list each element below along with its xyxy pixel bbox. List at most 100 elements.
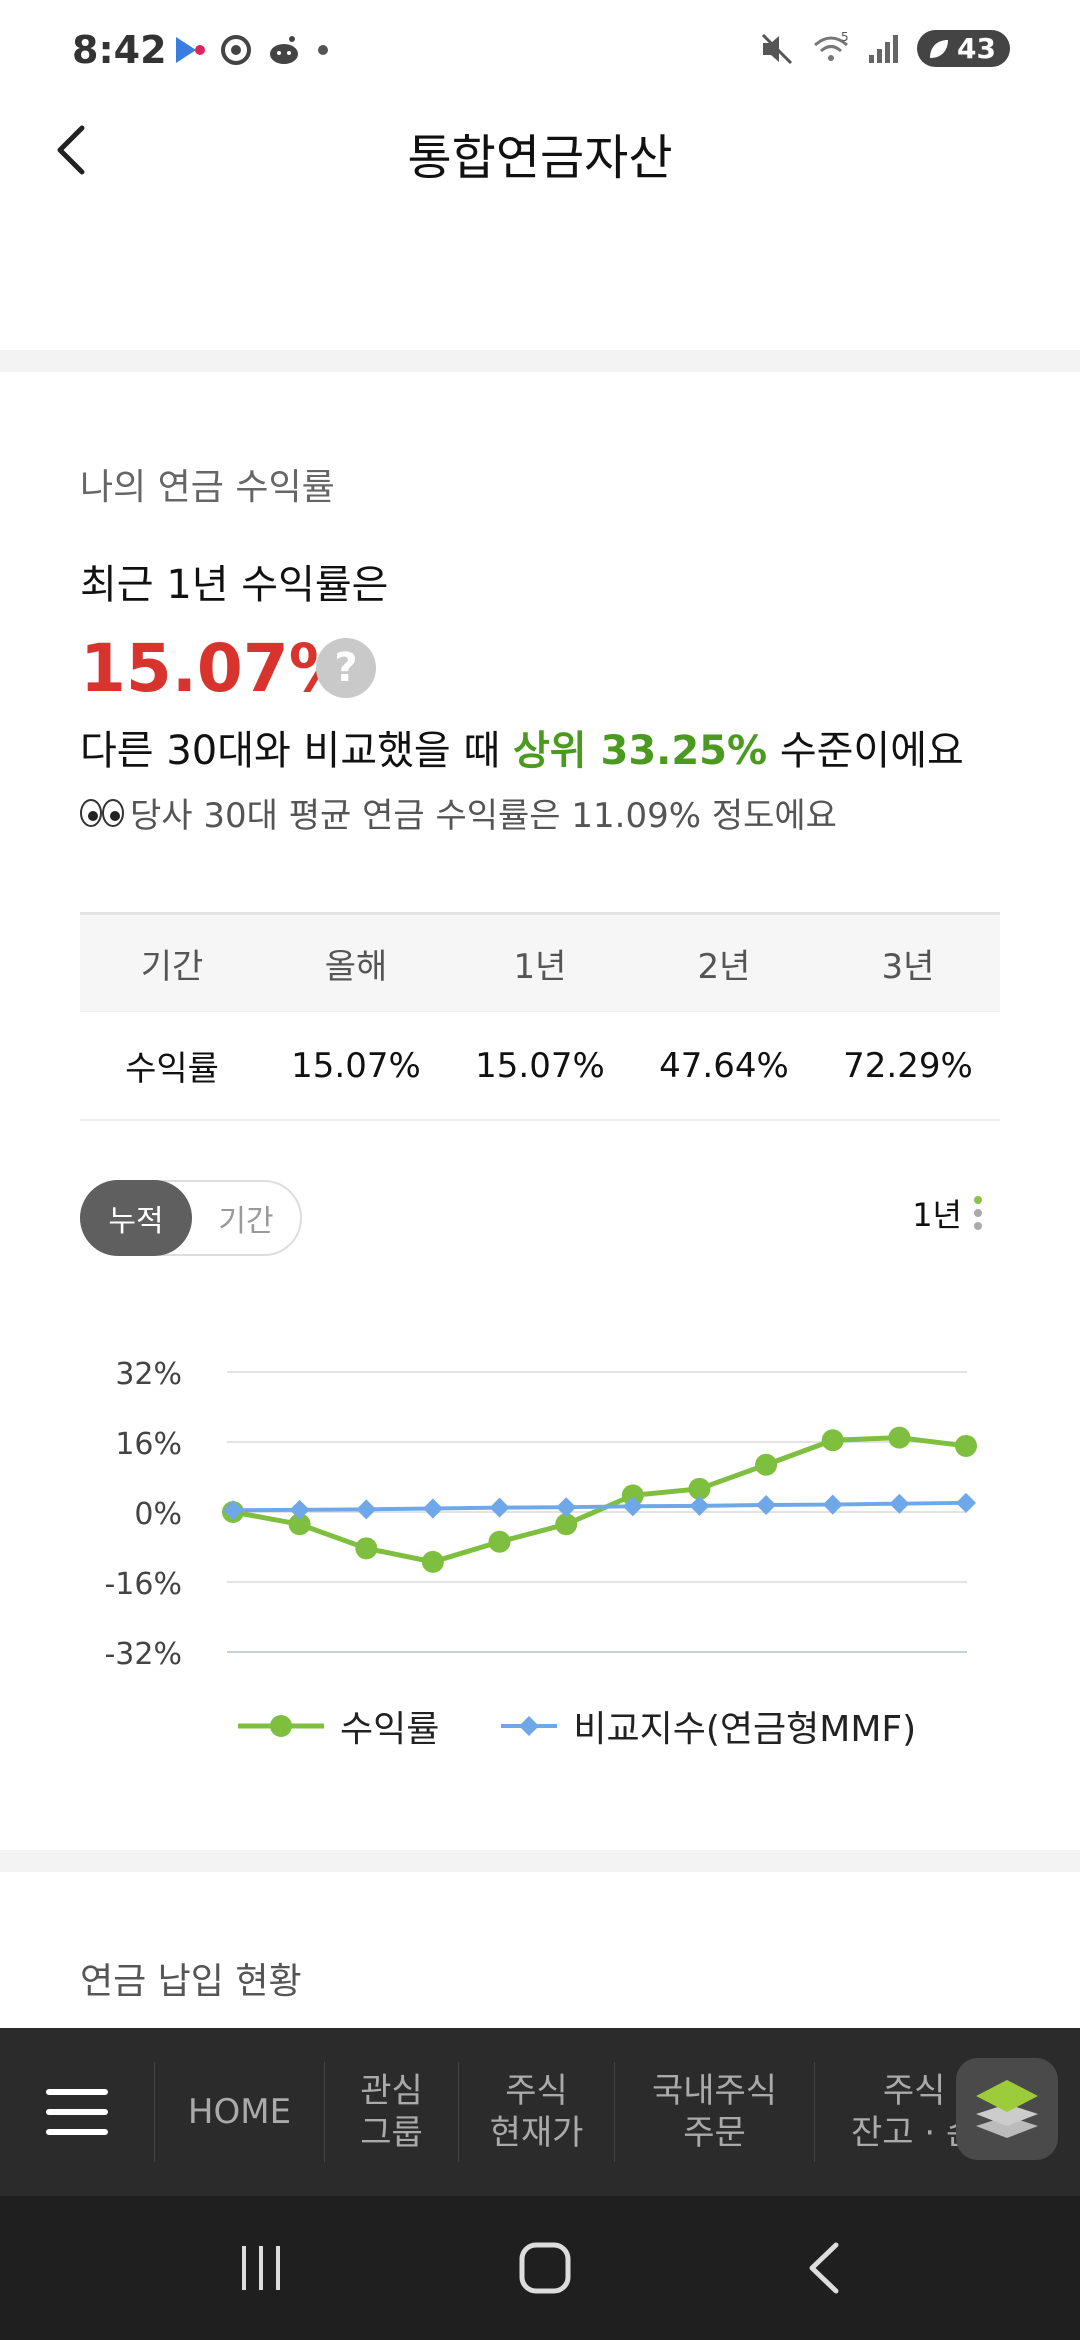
data-point (489, 1497, 510, 1518)
period-select-value: 1년 (912, 1196, 962, 1234)
app-header: 통합연금자산 (0, 100, 1080, 200)
battery-level: 43 (957, 32, 996, 65)
help-icon[interactable]: ? (316, 638, 376, 698)
system-status-icons: 5 43 (759, 30, 1010, 67)
app-bottom-nav: HOME 관심 그룹 주식 현재가 국내주식 주문 주식 잔고 · 손 (0, 2028, 1080, 2196)
data-point (955, 1434, 977, 1457)
data-point (889, 1493, 910, 1514)
data-point (888, 1426, 911, 1449)
notification-icons (172, 34, 330, 66)
nav-item-watchlist[interactable]: 관심 그룹 (324, 2062, 458, 2162)
clipped-content-row (0, 200, 1080, 224)
table-header-cell: 3년 (881, 946, 935, 987)
y-tick-label: -16% (104, 1567, 182, 1602)
cumulative-period-toggle: 누적 기간 (80, 1180, 302, 1256)
status-bar: 8:42 5 43 (0, 0, 1080, 100)
system-nav-bar (0, 2196, 1080, 2340)
y-tick-label: 0% (134, 1497, 182, 1532)
more-vertical-icon (974, 1196, 982, 1230)
data-point (555, 1513, 578, 1536)
data-point (422, 1498, 443, 1519)
data-point (289, 1499, 310, 1520)
home-icon[interactable] (518, 2241, 572, 2295)
data-point (755, 1453, 778, 1476)
y-tick-label: -32% (104, 1637, 182, 1672)
legend-item-benchmark: 비교지수(연금형MMF) (499, 1700, 916, 1752)
table-cell: 72.29% (843, 1045, 973, 1086)
section-label-contributions: 연금 납입 현황 (80, 1961, 302, 2002)
table-cell: 15.07% (475, 1045, 605, 1086)
recent-apps-icon[interactable] (236, 2243, 286, 2293)
data-point (689, 1495, 710, 1516)
data-point (288, 1513, 311, 1536)
status-time: 8:42 (72, 28, 167, 72)
data-point (622, 1496, 643, 1517)
play-icon (176, 37, 205, 63)
data-point (223, 1500, 243, 1521)
one-year-rate: 15.07% (80, 630, 355, 707)
data-point (688, 1477, 711, 1500)
section-divider (0, 1850, 1080, 1872)
returns-table: 기간 올해 1년 2년 3년 수익률 15.07% 15.07% 47.64% … (80, 912, 1000, 1121)
table-row-label: 수익률 (125, 1049, 219, 1089)
nav-item-domestic-order[interactable]: 국내주식 주문 (614, 2062, 814, 2162)
signal-icon (869, 34, 899, 63)
mute-icon (761, 33, 793, 64)
data-point (756, 1495, 777, 1515)
series-line (232, 1435, 967, 1565)
svg-text:5: 5 (841, 31, 849, 44)
data-point (821, 1429, 844, 1452)
chevron-left-icon (57, 125, 85, 175)
wifi-icon: 5 (814, 31, 849, 61)
battery-indicator: 43 (917, 30, 1010, 67)
y-tick-label: 16% (115, 1427, 182, 1462)
toggle-cumulative[interactable]: 누적 (80, 1180, 192, 1256)
nav-item-home[interactable]: HOME (154, 2062, 324, 2162)
eyes-icon (80, 798, 124, 827)
series-line (232, 1500, 967, 1513)
y-tick-label: 32% (115, 1357, 182, 1392)
peer-rank: 상위 33.25% (512, 728, 768, 774)
reddit-icon (270, 36, 298, 64)
data-point (421, 1550, 444, 1573)
data-point (356, 1499, 377, 1520)
returns-chart-svg: 32% 16% 0% -16% -32% (104, 1357, 977, 1672)
data-point (556, 1497, 577, 1518)
dot-icon (318, 45, 328, 55)
table-header-cell: 2년 (697, 946, 751, 987)
leaf-icon (930, 39, 949, 58)
layers-icon (976, 2080, 1038, 2138)
table-header-row: 기간 올해 1년 2년 3년 (80, 915, 1000, 1011)
table-header-cell: 기간 (140, 946, 204, 987)
table-cell: 47.64% (659, 1045, 789, 1086)
section-label-returns: 나의 연금 수익률 (80, 467, 335, 508)
menu-button[interactable] (0, 2028, 154, 2196)
data-point (956, 1492, 976, 1513)
section-divider (0, 350, 1080, 372)
table-cell: 15.07% (291, 1045, 421, 1086)
returns-headline: 최근 1년 수익률은 (80, 562, 389, 608)
data-point (488, 1530, 511, 1553)
menu-icon (46, 2089, 108, 2135)
returns-chart: 32% 16% 0% -16% -32% (0, 1330, 1080, 1770)
data-point (822, 1494, 843, 1515)
table-header-cell: 올해 (324, 946, 388, 987)
legend-item-returns: 수익률 (236, 1700, 439, 1752)
nav-item-stock-quote[interactable]: 주식 현재가 (458, 2062, 614, 2162)
peer-comparison: 다른 30대와 비교했을 때 상위 33.25% 수준이에요 (80, 728, 964, 774)
legend-marker-circle (238, 1715, 324, 1737)
back-nav-icon[interactable] (804, 2241, 844, 2295)
chrome-icon (221, 35, 251, 65)
legend-marker-diamond (501, 1716, 558, 1736)
period-select[interactable]: 1년 (912, 1190, 984, 1236)
toggle-period[interactable]: 기간 (218, 1204, 274, 1239)
back-button[interactable] (40, 118, 104, 182)
table-header-cell: 1년 (513, 946, 567, 987)
data-point (355, 1537, 378, 1560)
chart-legend: 수익률 비교지수(연금형MMF) (236, 1700, 916, 1752)
page-title: 통합연금자산 (407, 130, 673, 186)
data-point (621, 1484, 644, 1507)
layers-button[interactable] (956, 2058, 1058, 2160)
table-row: 수익률 15.07% 15.07% 47.64% 72.29% (80, 1011, 1000, 1119)
average-note: 당사 30대 평균 연금 수익률은 11.09% 정도에요 (80, 788, 837, 837)
